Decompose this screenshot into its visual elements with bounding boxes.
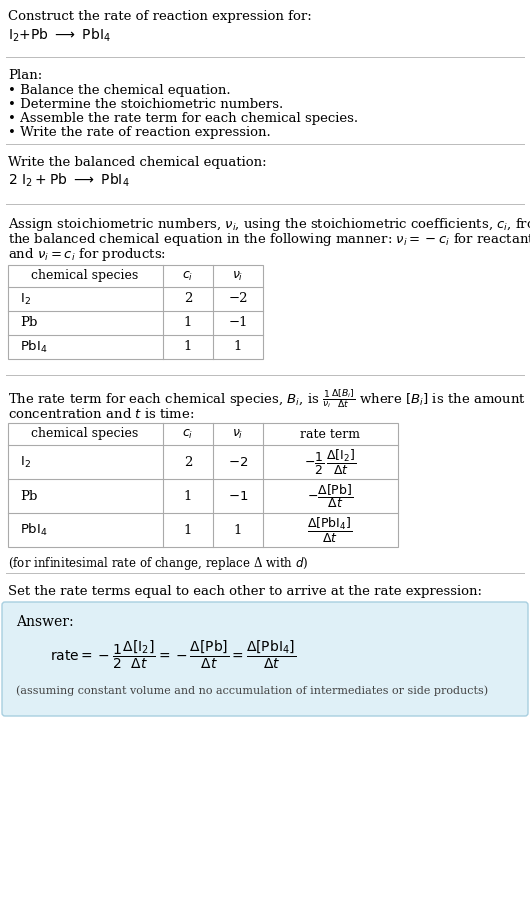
Text: chemical species: chemical species — [31, 428, 139, 440]
Text: (for infinitesimal rate of change, replace Δ with $d$): (for infinitesimal rate of change, repla… — [8, 555, 308, 572]
Text: $\mathrm{PbI_4}$: $\mathrm{PbI_4}$ — [20, 522, 48, 538]
Text: $c_i$: $c_i$ — [182, 428, 193, 440]
Text: 2: 2 — [184, 292, 192, 305]
Text: and $\nu_i = c_i$ for products:: and $\nu_i = c_i$ for products: — [8, 246, 166, 263]
Text: Pb: Pb — [20, 317, 38, 330]
Text: 1: 1 — [184, 317, 192, 330]
Text: concentration and $t$ is time:: concentration and $t$ is time: — [8, 407, 195, 421]
Text: $\mathrm{PbI_4}$: $\mathrm{PbI_4}$ — [20, 339, 48, 355]
Text: $\mathrm{I_2}$: $\mathrm{I_2}$ — [20, 454, 31, 469]
Text: Set the rate terms equal to each other to arrive at the rate expression:: Set the rate terms equal to each other t… — [8, 585, 482, 598]
Text: 1: 1 — [184, 340, 192, 353]
Text: Write the balanced chemical equation:: Write the balanced chemical equation: — [8, 156, 267, 169]
Text: • Write the rate of reaction expression.: • Write the rate of reaction expression. — [8, 126, 271, 139]
Text: $c_i$: $c_i$ — [182, 270, 193, 282]
Text: Construct the rate of reaction expression for:: Construct the rate of reaction expressio… — [8, 10, 312, 23]
Text: • Assemble the rate term for each chemical species.: • Assemble the rate term for each chemic… — [8, 112, 358, 125]
Text: $\mathrm{I_2}$$ + \mathrm{Pb}$$\ \longrightarrow\ $$\mathrm{PbI_4}$: $\mathrm{I_2}$$ + \mathrm{Pb}$$\ \longri… — [8, 27, 111, 44]
Bar — [8, 423, 398, 547]
Text: 1: 1 — [234, 524, 242, 537]
Text: • Determine the stoichiometric numbers.: • Determine the stoichiometric numbers. — [8, 98, 283, 111]
Text: $\nu_i$: $\nu_i$ — [232, 270, 244, 282]
Text: $2\ \mathrm{I_2} + \mathrm{Pb}\ \longrightarrow\ \mathrm{PbI_4}$: $2\ \mathrm{I_2} + \mathrm{Pb}\ \longrig… — [8, 172, 130, 190]
Text: Pb: Pb — [20, 489, 38, 502]
Text: $\mathrm{I_2}$: $\mathrm{I_2}$ — [20, 291, 31, 307]
Text: −2: −2 — [228, 292, 248, 305]
Text: $\nu_i$: $\nu_i$ — [232, 428, 244, 440]
Text: • Balance the chemical equation.: • Balance the chemical equation. — [8, 84, 231, 97]
Text: Answer:: Answer: — [16, 615, 74, 629]
FancyBboxPatch shape — [2, 602, 528, 716]
Text: −1: −1 — [228, 317, 248, 330]
Text: (assuming constant volume and no accumulation of intermediates or side products): (assuming constant volume and no accumul… — [16, 685, 488, 696]
Text: Plan:: Plan: — [8, 69, 42, 82]
Text: The rate term for each chemical species, $B_i$, is $\frac{1}{\nu_i}\frac{\Delta[: The rate term for each chemical species,… — [8, 387, 526, 410]
Text: 1: 1 — [184, 489, 192, 502]
Text: 1: 1 — [184, 524, 192, 537]
Bar — [8, 265, 263, 359]
Text: $-\dfrac{\Delta[\mathrm{Pb}]}{\Delta t}$: $-\dfrac{\Delta[\mathrm{Pb}]}{\Delta t}$ — [307, 482, 353, 510]
Text: $-\dfrac{1}{2}\,\dfrac{\Delta[\mathrm{I_2}]}{\Delta t}$: $-\dfrac{1}{2}\,\dfrac{\Delta[\mathrm{I_… — [304, 448, 356, 477]
Text: rate term: rate term — [300, 428, 360, 440]
Text: $\mathrm{rate} = -\dfrac{1}{2}\dfrac{\Delta[\mathrm{I_2}]}{\Delta t} = -\dfrac{\: $\mathrm{rate} = -\dfrac{1}{2}\dfrac{\De… — [50, 639, 296, 671]
Text: 2: 2 — [184, 456, 192, 469]
Text: chemical species: chemical species — [31, 270, 139, 282]
Text: 1: 1 — [234, 340, 242, 353]
Text: $-1$: $-1$ — [228, 489, 248, 502]
Text: $\dfrac{\Delta[\mathrm{PbI_4}]}{\Delta t}$: $\dfrac{\Delta[\mathrm{PbI_4}]}{\Delta t… — [307, 516, 353, 545]
Text: Assign stoichiometric numbers, $\nu_i$, using the stoichiometric coefficients, $: Assign stoichiometric numbers, $\nu_i$, … — [8, 216, 530, 233]
Text: $-2$: $-2$ — [228, 456, 248, 469]
Text: the balanced chemical equation in the following manner: $\nu_i = -c_i$ for react: the balanced chemical equation in the fo… — [8, 231, 530, 248]
